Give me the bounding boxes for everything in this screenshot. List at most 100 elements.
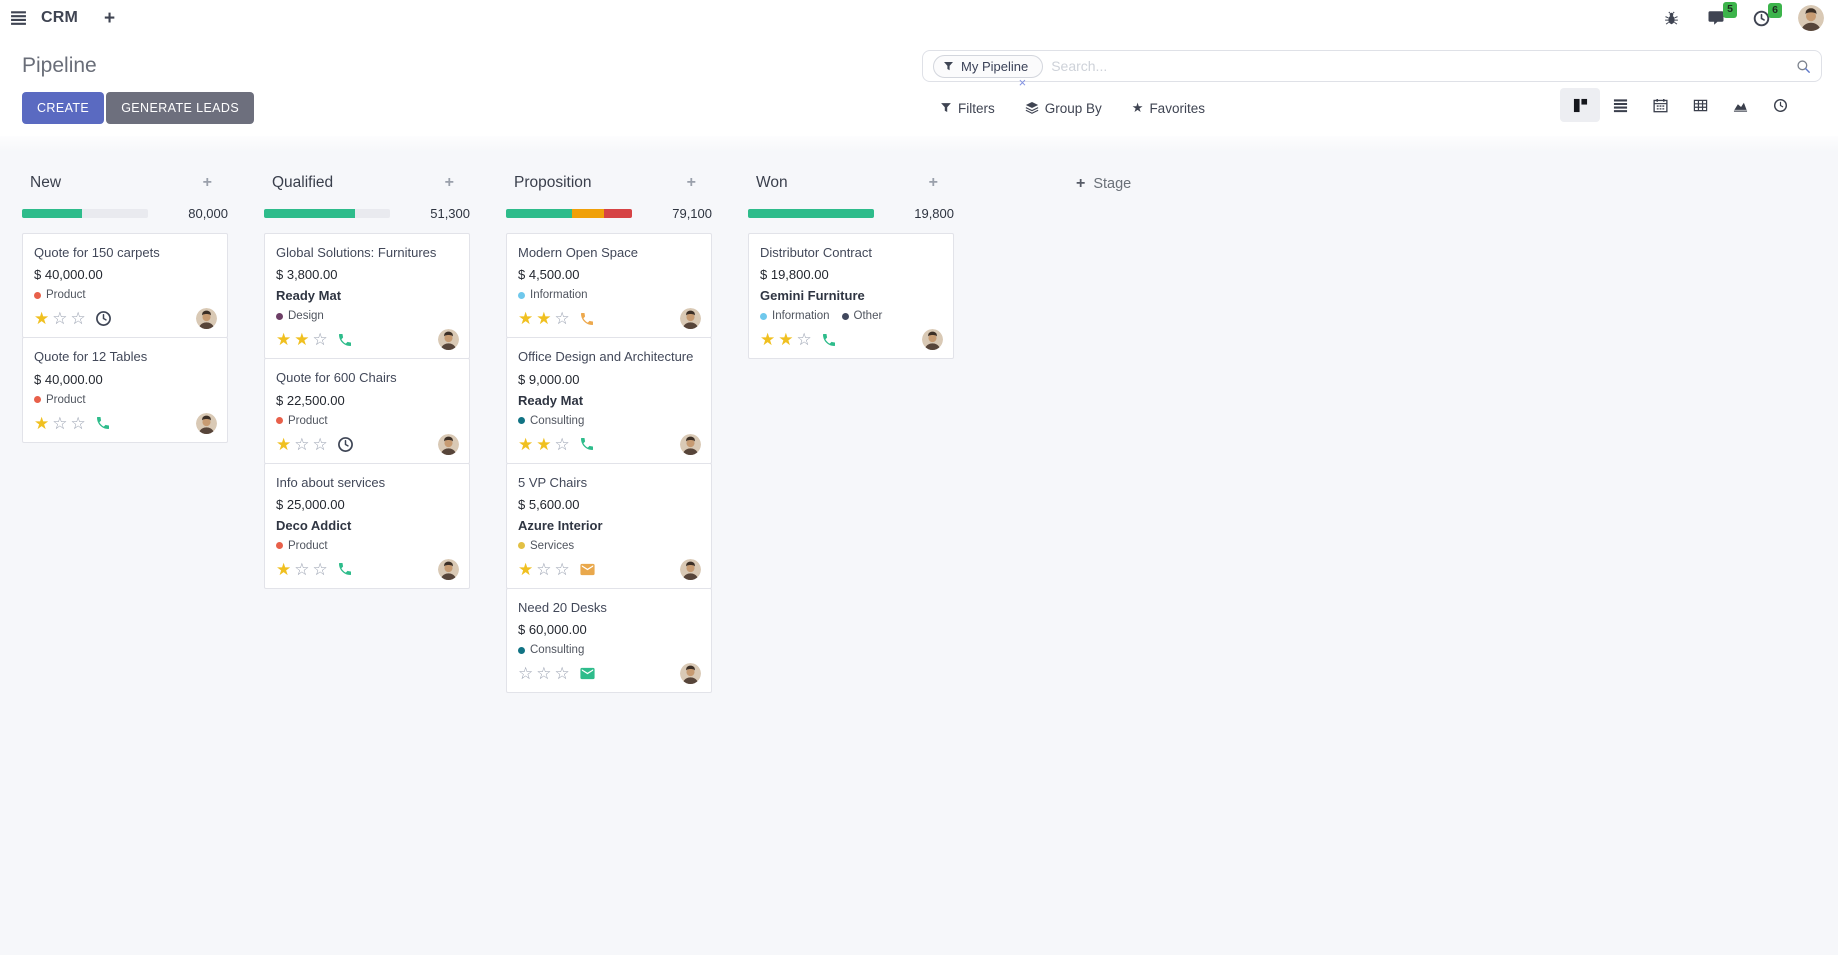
group-by-menu[interactable]: Group By [1025, 101, 1102, 116]
favorites-label: Favorites [1149, 100, 1205, 116]
add-record-icon[interactable]: + [686, 174, 696, 191]
priority-star-icon[interactable]: ☆ [312, 434, 328, 454]
progress-segment-success[interactable] [264, 209, 355, 218]
user-avatar[interactable] [1798, 5, 1824, 31]
remove-facet-icon[interactable]: × [1018, 74, 1027, 90]
priority-star-icon[interactable]: ★ [276, 330, 292, 350]
kanban-card[interactable]: Quote for 150 carpets $ 40,000.00 Product ★… [22, 233, 228, 339]
priority-star-icon[interactable]: ★ [34, 309, 50, 329]
progress-bar[interactable] [506, 209, 632, 218]
apps-menu-icon[interactable] [10, 10, 27, 27]
priority-star-icon[interactable]: ★ [34, 413, 50, 433]
priority-star-icon[interactable]: ☆ [52, 309, 68, 329]
priority-star-icon[interactable]: ★ [536, 434, 552, 454]
clock-activity-icon[interactable] [337, 436, 354, 453]
progress-bar[interactable] [748, 209, 874, 218]
activity-view-button[interactable] [1760, 88, 1800, 122]
page-title: Pipeline [22, 54, 97, 77]
progress-segment-danger[interactable] [604, 209, 632, 218]
kanban-column-title[interactable]: Qualified [272, 174, 334, 191]
phone-activity-icon[interactable] [337, 332, 353, 348]
list-view-button[interactable] [1600, 88, 1640, 122]
calendar-view-button[interactable] [1640, 88, 1680, 122]
progress-bar[interactable] [264, 209, 390, 218]
add-record-icon[interactable]: + [444, 174, 454, 191]
priority-star-icon[interactable]: ☆ [536, 664, 552, 683]
filters-menu[interactable]: Filters [940, 101, 995, 116]
card-tags: Consulting [518, 644, 701, 656]
content-area: New +80,000 Quote for 150 carpets $ 40,000.… [0, 152, 1838, 899]
progress-segment-empty[interactable] [354, 209, 390, 218]
priority-star-icon[interactable]: ☆ [294, 434, 310, 454]
add-record-icon[interactable]: + [202, 174, 212, 191]
priority-star-icon[interactable]: ☆ [312, 559, 328, 579]
add-menu-icon[interactable]: + [104, 7, 116, 29]
phone-activity-icon[interactable] [821, 332, 837, 348]
priority-star-icon[interactable]: ☆ [554, 664, 570, 683]
app-name[interactable]: CRM [41, 9, 79, 26]
phone-activity-icon[interactable] [579, 311, 595, 327]
priority-star-icon[interactable]: ☆ [536, 559, 552, 579]
card-title: Quote for 150 carpets [34, 245, 160, 260]
phone-activity-icon[interactable] [337, 561, 353, 577]
phone-activity-icon[interactable] [95, 415, 111, 431]
kanban-card[interactable]: Global Solutions: Furnitures $ 3,800.00 Re… [264, 233, 470, 360]
priority-star-icon[interactable]: ☆ [312, 330, 328, 350]
kanban-card[interactable]: Quote for 600 Chairs $ 22,500.00 Product ★ ☆… [264, 358, 470, 464]
clock-activity-icon[interactable] [95, 310, 112, 327]
priority-star-icon[interactable]: ★ [518, 559, 534, 579]
kanban-card[interactable]: Modern Open Space $ 4,500.00 Information ★ ★… [506, 233, 712, 339]
kanban-card[interactable]: Office Design and Architecture $ 9,000.00… [506, 337, 712, 464]
kanban-column-title[interactable]: New [30, 174, 62, 191]
search-bar[interactable]: My Pipeline × [922, 50, 1822, 89]
priority-star-icon[interactable]: ☆ [796, 330, 812, 350]
priority-star-icon[interactable]: ★ [276, 434, 292, 454]
messages-icon[interactable]: 5 [1707, 2, 1737, 27]
search-input[interactable] [1043, 58, 1796, 74]
graph-view-button[interactable] [1720, 88, 1760, 122]
priority-star-icon[interactable]: ☆ [554, 559, 570, 579]
kanban-column-title[interactable]: Won [756, 174, 788, 191]
progress-bar[interactable] [22, 209, 148, 218]
progress-segment-warning[interactable] [571, 209, 605, 218]
envelope-activity-icon[interactable] [579, 665, 596, 682]
add-record-icon[interactable]: + [928, 174, 938, 191]
create-button[interactable]: CREATE [22, 92, 105, 124]
priority-star-icon[interactable]: ☆ [554, 434, 570, 454]
search-facet[interactable]: My Pipeline × [933, 54, 1044, 89]
priority-star-icon[interactable]: ★ [536, 309, 552, 329]
priority-star-icon[interactable]: ☆ [518, 664, 534, 683]
priority-star-icon[interactable]: ★ [518, 434, 534, 454]
progress-segment-success[interactable] [22, 209, 83, 218]
kanban-view-button[interactable] [1560, 88, 1600, 122]
progress-segment-empty[interactable] [82, 209, 148, 218]
priority-star-icon[interactable]: ★ [518, 309, 534, 329]
add-stage-button[interactable]: + Stage [1076, 176, 1131, 193]
favorites-menu[interactable]: ★ Favorites [1132, 100, 1205, 116]
kanban-card[interactable]: Quote for 12 Tables $ 40,000.00 Product ★ ☆ ☆ [22, 337, 228, 443]
priority-star-icon[interactable]: ☆ [294, 559, 310, 579]
progress-segment-success[interactable] [748, 209, 874, 218]
priority-star-icon[interactable]: ☆ [554, 309, 570, 329]
kanban-column-title[interactable]: Proposition [514, 174, 592, 191]
envelope-activity-icon[interactable] [579, 561, 596, 578]
priority-star-icon[interactable]: ★ [760, 330, 776, 350]
progress-segment-success[interactable] [506, 209, 572, 218]
debug-bug-icon[interactable] [1664, 11, 1679, 26]
kanban-card[interactable]: Distributor Contract $ 19,800.00 Gemini Fu… [748, 233, 954, 360]
view-switcher [1560, 88, 1800, 122]
activities-clock-icon[interactable]: 6 [1753, 2, 1782, 27]
pivot-view-button[interactable] [1680, 88, 1720, 122]
kanban-card[interactable]: Need 20 Desks $ 60,000.00 Consulting ☆ ☆ ☆ [506, 587, 712, 693]
generate-leads-button[interactable]: GENERATE LEADS [106, 92, 255, 124]
priority-star-icon[interactable]: ☆ [52, 413, 68, 433]
search-icon[interactable] [1796, 59, 1811, 74]
priority-star-icon[interactable]: ☆ [70, 413, 86, 433]
priority-star-icon[interactable]: ★ [294, 330, 310, 350]
kanban-card[interactable]: Info about services $ 25,000.00 Deco Addic… [264, 462, 470, 589]
kanban-card[interactable]: 5 VP Chairs $ 5,600.00 Azure Interior Servi… [506, 462, 712, 589]
phone-activity-icon[interactable] [579, 436, 595, 452]
priority-star-icon[interactable]: ★ [778, 330, 794, 350]
priority-star-icon[interactable]: ★ [276, 559, 292, 579]
priority-star-icon[interactable]: ☆ [70, 309, 86, 329]
